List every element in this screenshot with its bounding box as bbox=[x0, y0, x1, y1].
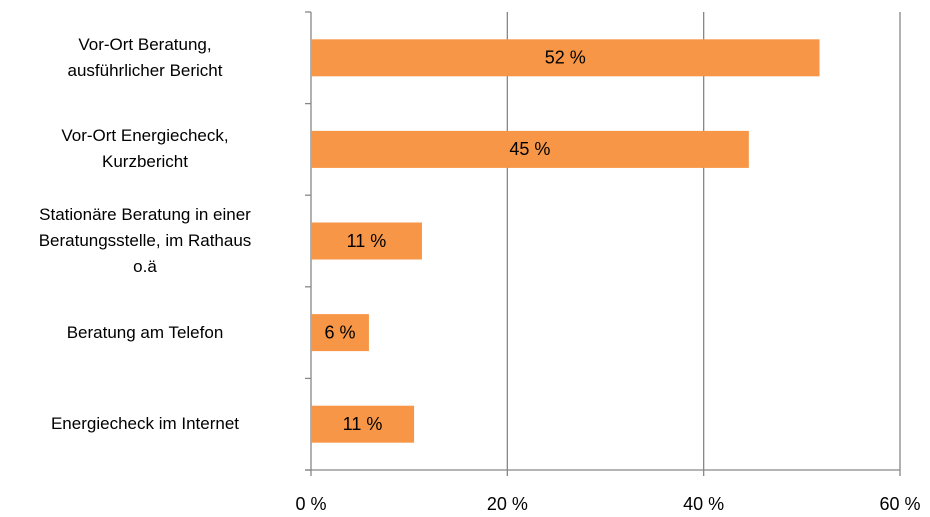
y-tick-label: Vor-Ort Energiecheck, Kurzbericht bbox=[61, 126, 229, 172]
x-tick-label: 60 % bbox=[879, 494, 920, 514]
y-tick-label: Vor-Ort Beratung, ausführlicher Bericht bbox=[67, 34, 223, 80]
y-tick-label: Stationäre Beratung in einer Beratungsst… bbox=[38, 205, 252, 276]
x-tick-label: 40 % bbox=[683, 494, 724, 514]
value-label: 11 % bbox=[347, 231, 387, 251]
value-label: 52 % bbox=[545, 48, 586, 68]
bar bbox=[311, 39, 820, 77]
bar bbox=[311, 130, 749, 168]
bar bbox=[311, 314, 369, 352]
y-tick-label: Energiecheck im Internet bbox=[50, 414, 240, 434]
value-label: 11 % bbox=[343, 414, 383, 434]
value-label: 6 % bbox=[324, 322, 355, 342]
y-tick-label: Beratung am Telefon bbox=[66, 322, 224, 342]
bar bbox=[311, 405, 415, 443]
bar bbox=[311, 222, 422, 260]
value-label: 45 % bbox=[509, 139, 550, 159]
x-tick-label: 0 % bbox=[295, 494, 326, 514]
x-tick-label: 20 % bbox=[487, 494, 528, 514]
